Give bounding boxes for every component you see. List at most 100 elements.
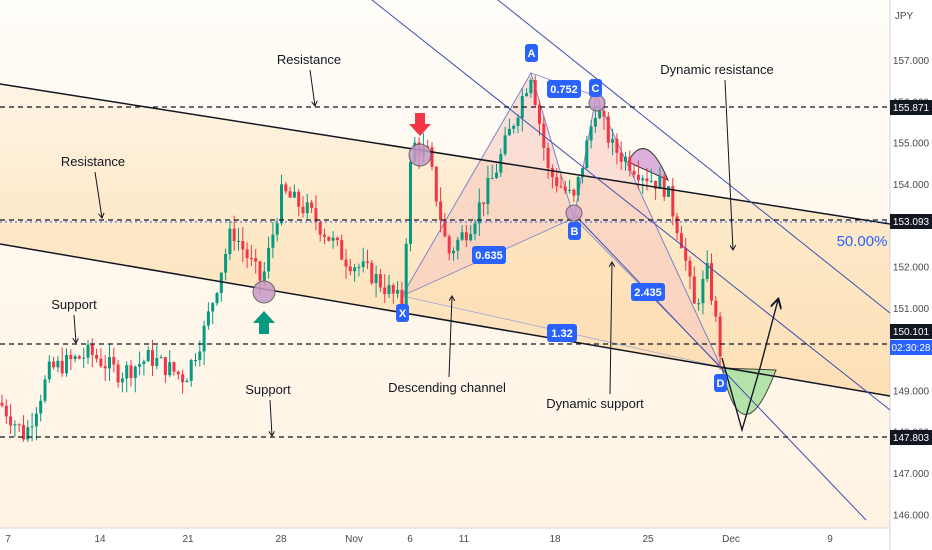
candle-up [589,126,593,141]
candle-up [142,361,146,364]
candle-up [624,156,627,162]
svg-text:02:30:28: 02:30:28 [892,343,931,354]
time-tick-label: 28 [275,534,287,545]
candle-down [245,249,249,259]
svg-text:0.635: 0.635 [475,250,503,262]
candle-up [305,202,309,214]
candle-down [314,208,318,223]
candle-up [189,360,193,381]
time-axis[interactable]: 7 14 21 28 Nov 6 11 18 25 Dec 9 [5,534,833,545]
candle-down [443,220,447,237]
svg-text:D: D [717,378,725,390]
pattern-xbd-fill [402,218,721,367]
candle-up [155,358,159,366]
price-tick-label: 147.000 [893,469,930,480]
candle-up [26,427,30,440]
candle-up [353,267,357,272]
svg-text:A: A [528,48,536,60]
candle-up [396,289,400,294]
candle-up [503,135,507,154]
candle-up [486,178,490,204]
candle-up [292,191,296,198]
level-badge-147803: 147.803 [890,430,932,445]
candle-up [361,261,365,267]
horizontal-levels [0,106,890,438]
candle-up [206,311,210,326]
annotation-pointer-2 [94,171,102,218]
candle-up [495,172,498,178]
badge-x: X [396,304,409,322]
badge-c: C [589,79,602,97]
candle-down [344,259,348,267]
candle-down [538,104,541,124]
price-tick-label: 146.000 [893,510,930,521]
candle-up [409,161,412,244]
candle-down [310,202,314,209]
level-badge-155871: 155.871 [890,100,932,115]
candle-up [159,357,163,359]
candle-up [576,176,580,196]
candle-down [323,234,326,237]
candle-down [340,240,344,260]
candle-down [348,266,352,272]
candle-down [628,156,632,171]
candle-down [151,350,154,366]
candle-up [82,357,86,359]
svg-text:150.101: 150.101 [893,327,930,338]
dynamic-resistance-line-2 [497,0,891,314]
candle-up [108,356,111,369]
candle-up [120,378,124,383]
candle-down [176,371,180,375]
candle-up [13,424,17,426]
annotation-dynamic-resistance: Dynamic resistance [660,62,773,77]
candle-down [52,361,56,368]
price-tick-label: 149.000 [893,386,930,397]
candle-down [391,285,395,294]
candle-up [275,223,279,235]
candle-down [662,176,666,197]
candle-down [241,240,245,250]
ratio-badge-0635: 0.635 [472,246,506,264]
svg-text:B: B [571,226,579,238]
channel-lower-line [0,243,891,397]
candle-down [559,186,563,188]
candle-down [9,416,13,426]
price-tick-label: 157.000 [893,56,930,67]
candle-up [529,80,533,94]
candle-down [400,289,404,307]
svg-text:153.093: 153.093 [893,217,930,228]
candle-down [254,258,258,262]
annotation-pointer-4 [270,399,272,436]
touch-circle-bottom [252,280,276,304]
dynamic-resistance-line-1 [371,0,891,411]
candle-down [297,191,301,207]
svg-text:155.871: 155.871 [893,103,930,114]
candle-down [619,152,623,162]
candle-down [0,402,4,406]
price-axis-background [890,0,932,550]
candle-down [718,316,722,357]
candle-down [482,202,486,204]
candle-up [598,110,602,119]
candle-down [22,424,25,440]
annotation-support-bottom: Support [245,382,291,397]
time-axis-background [0,528,932,550]
candle-up [705,263,709,279]
candle-up [357,266,361,268]
candle-up [198,351,202,361]
candle-down [129,365,133,379]
candle-down [284,184,288,192]
candle-up [387,285,391,295]
badge-d: D [714,374,727,392]
candle-up [611,138,615,143]
candle-up [585,140,589,169]
candle-down [688,260,692,277]
candle-up [43,379,47,401]
candle-down [671,186,675,217]
candle-down [288,191,292,198]
candle-up [473,223,477,235]
svg-text:0.752: 0.752 [550,84,578,96]
candle-down [533,80,537,105]
